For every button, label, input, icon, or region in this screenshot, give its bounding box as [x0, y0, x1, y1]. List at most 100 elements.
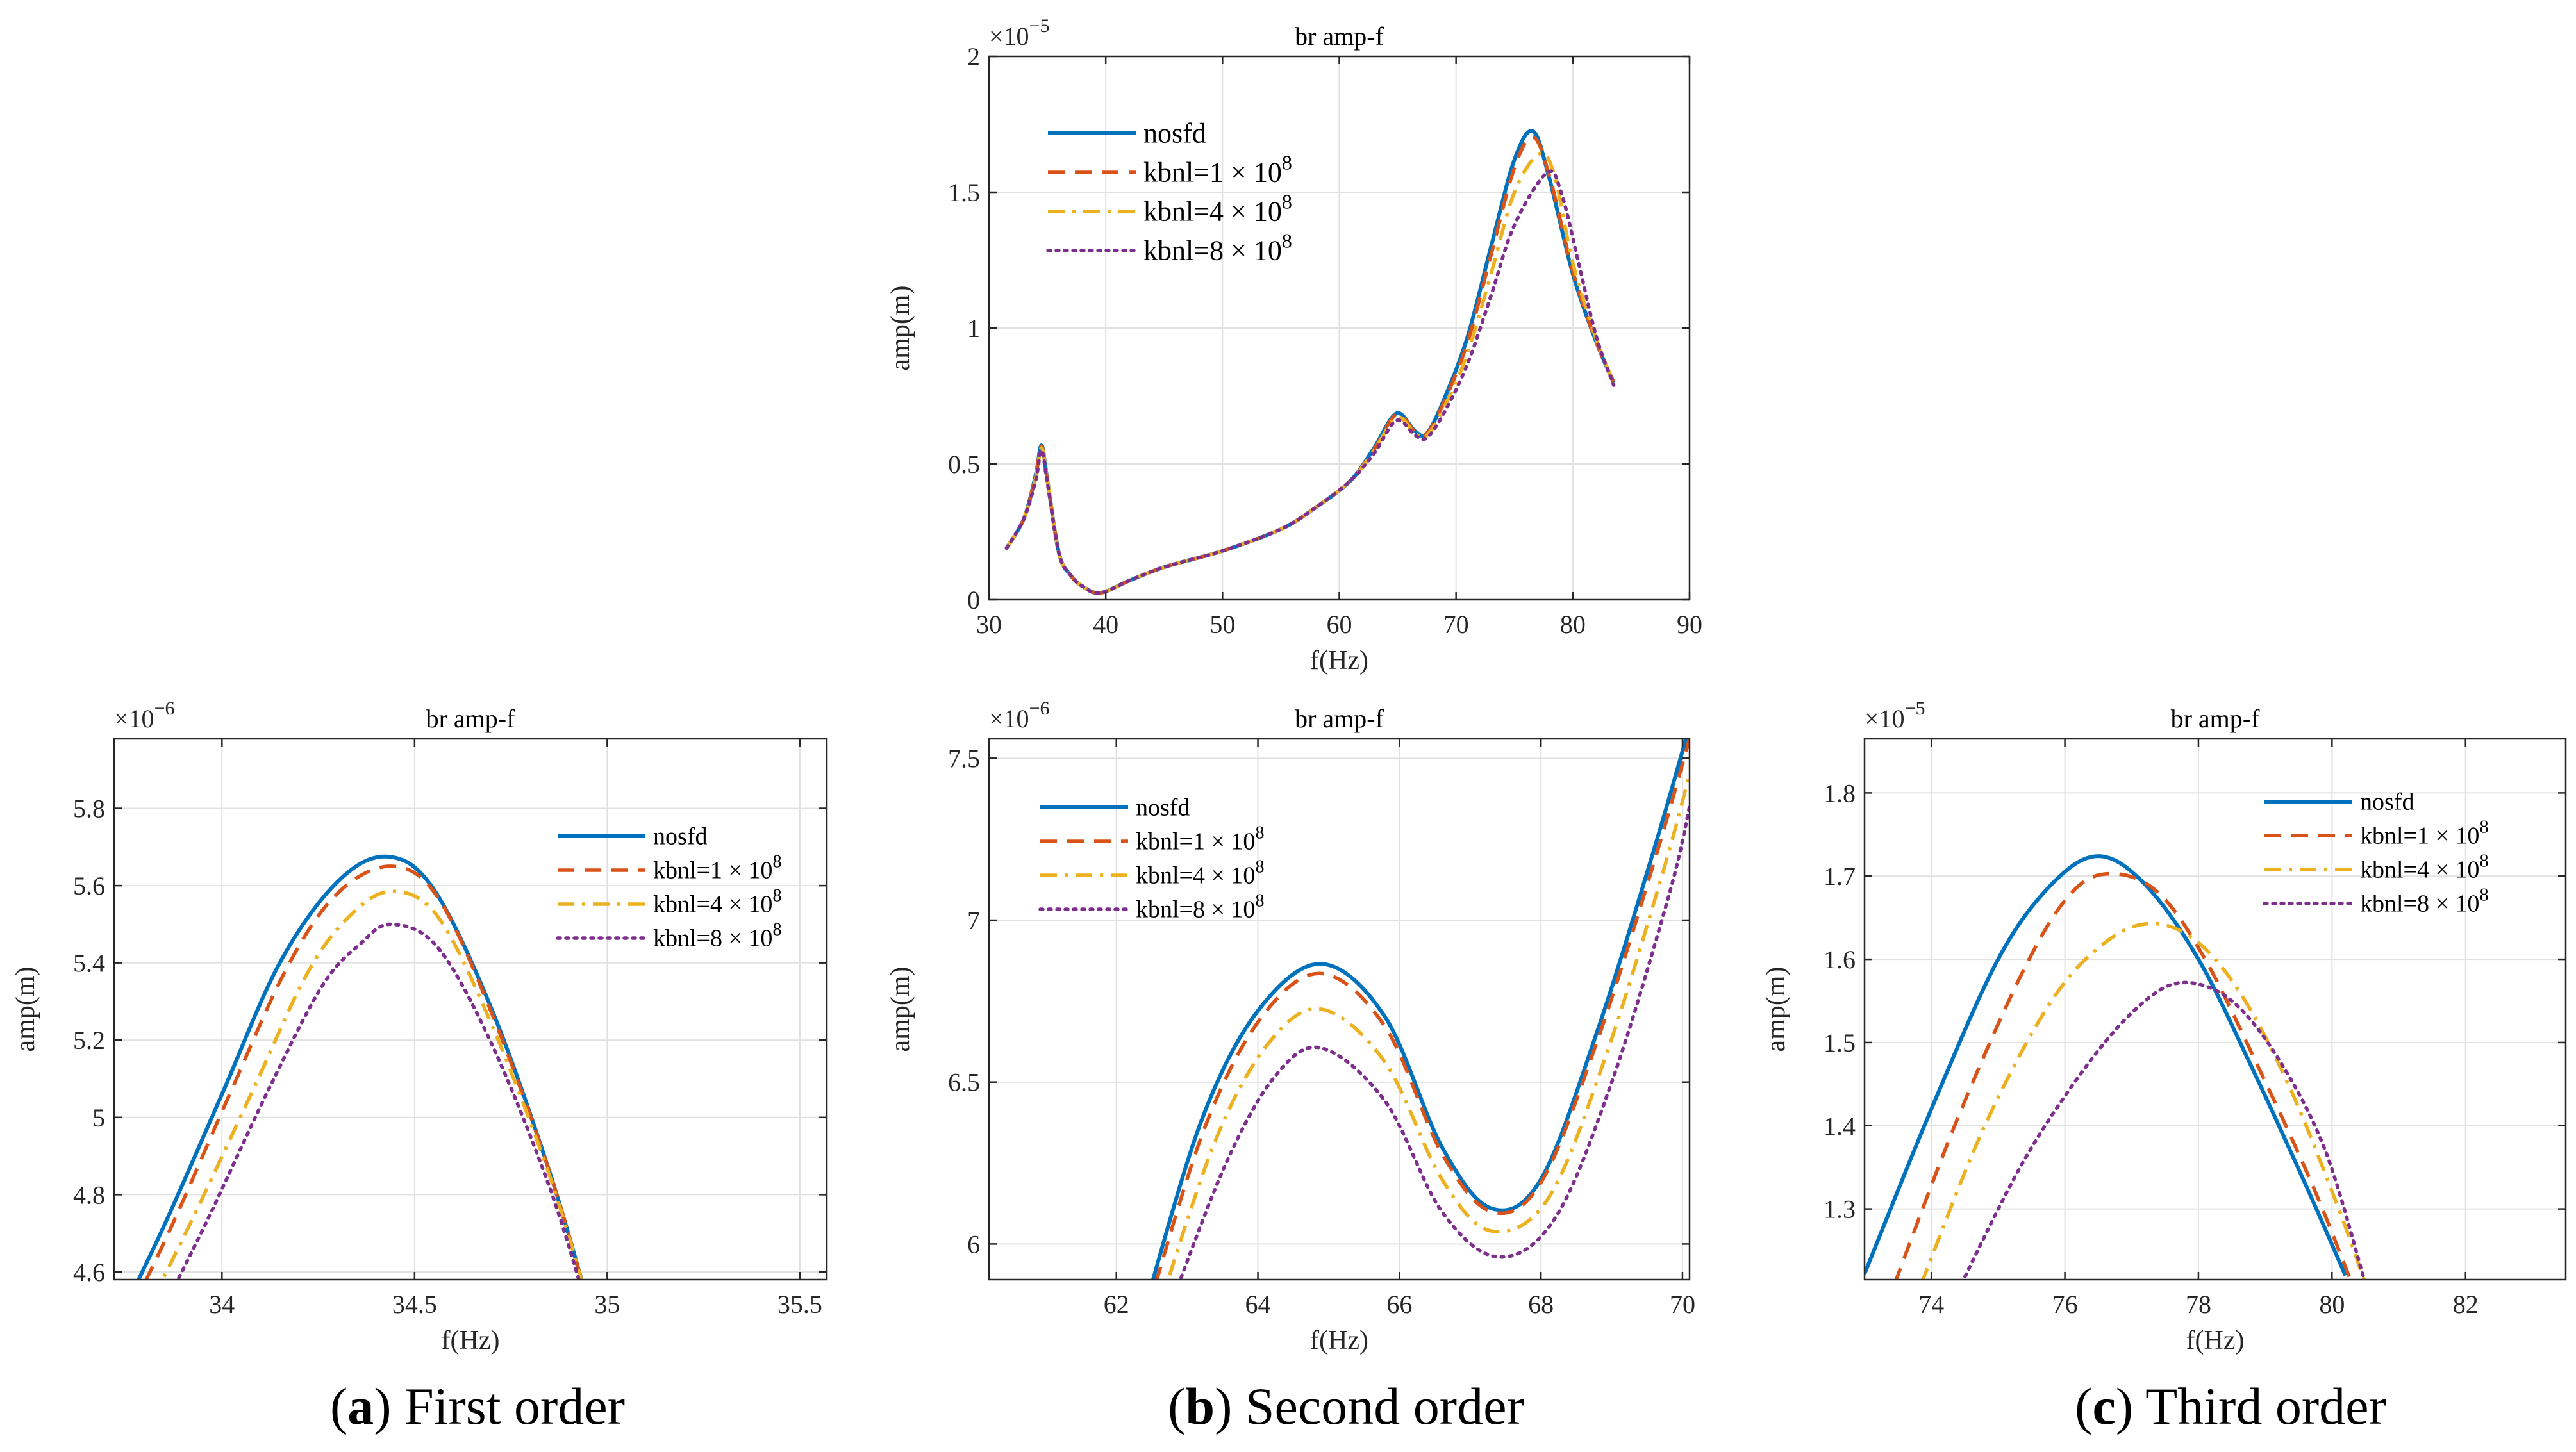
legend-label-kbnl4: kbnl=4 × 108 [2360, 852, 2488, 884]
x-tick-label: 80 [1560, 610, 1586, 639]
x-tick-label: 74 [1918, 1290, 1944, 1319]
legend-exponent: 8 [2479, 818, 2488, 837]
caption-a-open: ( [329, 1377, 348, 1435]
exponent-power: −6 [154, 698, 175, 719]
y-tick-label: 1.5 [948, 178, 980, 207]
legend-prefix: kbnl= [1143, 235, 1209, 267]
plot-area [989, 739, 1690, 1280]
chart-title: br amp-f [1295, 22, 1384, 51]
legend-value: 8 × 10 [2417, 891, 2479, 918]
legend-prefix: kbnl= [2360, 891, 2417, 918]
legend-exponent: 8 [772, 886, 781, 906]
legend-exponent: 8 [772, 920, 781, 940]
chart-panel-b: 62 64 66 68 70 6 6.5 7 7.5 ×10−6 br amp-f f(Hz) amp(… [886, 698, 1695, 1355]
x-axis-label: f(Hz) [442, 1326, 500, 1355]
legend-label-kbnl1: kbnl=1 × 108 [1136, 823, 1264, 855]
chart-title: br amp-f [1295, 704, 1384, 733]
y-tick-label: 7 [967, 906, 980, 935]
caption-c-letter: c [2092, 1377, 2116, 1435]
axes-box [988, 738, 1691, 1281]
legend-exponent: 8 [2479, 852, 2488, 871]
y-tick-label: 1.3 [1824, 1195, 1856, 1224]
axes-box [1863, 738, 2567, 1281]
legend-label-nosfd: nosfd [2360, 789, 2414, 816]
series-group [1004, 129, 1616, 595]
legend-value: 4 × 10 [2417, 857, 2479, 884]
series-line-kbnl1 [1155, 739, 1690, 1280]
y-axis-label: amp(m) [886, 967, 915, 1052]
caption-b-open: ( [1168, 1377, 1186, 1435]
x-tick-label: 78 [2186, 1290, 2211, 1319]
legend-exponent: 8 [1282, 229, 1292, 252]
y-exponent-label: ×10−6 [114, 698, 174, 733]
series-line-kbnl8 [1178, 805, 1690, 1280]
series-line-kbnl4 [1921, 921, 2366, 1280]
legend-label-kbnl4: kbnl=4 × 108 [1143, 190, 1292, 227]
series-line-kbnl1 [1894, 871, 2352, 1280]
x-axis-label: f(Hz) [1310, 1326, 1368, 1355]
caption-c-open: ( [2075, 1377, 2093, 1435]
y-tick-label: 6 [967, 1230, 980, 1258]
caption-a: (a) First order [212, 1376, 744, 1447]
y-tick-label: 1.7 [1824, 862, 1856, 891]
series-group [1151, 739, 1690, 1280]
axes-box [113, 738, 828, 1281]
caption-a-letter: a [347, 1377, 374, 1435]
legend-value: 4 × 10 [710, 891, 772, 918]
y-tick-label: 5.6 [73, 871, 105, 900]
legend-exponent: 8 [772, 852, 781, 872]
y-tick-label: 7.5 [948, 744, 980, 773]
x-tick-label: 62 [1104, 1290, 1129, 1319]
legend-prefix: kbnl= [2360, 857, 2417, 884]
series-line-kbnl8 [176, 922, 581, 1280]
y-tick-label: 5.8 [73, 795, 105, 823]
y-axis-label: amp(m) [886, 286, 915, 371]
plot-area [1865, 739, 2566, 1280]
x-tick-label: 40 [1093, 610, 1118, 639]
legend-label-kbnl8: kbnl=8 × 108 [1136, 891, 1264, 923]
legend-value: 8 × 10 [1193, 896, 1255, 923]
x-tick-label: 80 [2319, 1290, 2345, 1319]
series-line-kbnl8 [1961, 980, 2366, 1280]
y-tick-label: 4.6 [73, 1258, 105, 1287]
exponent-base: ×10 [1865, 704, 1905, 733]
legend-exponent: 8 [1282, 151, 1292, 174]
legend-prefix: kbnl= [653, 891, 710, 918]
chart-panel-c: 74 76 78 80 82 1.3 1.4 1.5 1.6 1.7 1.8 ×10−5 br amp-… [1761, 698, 2567, 1355]
legend-label-kbnl4: kbnl=4 × 108 [653, 886, 781, 918]
y-tick-label: 6.5 [948, 1068, 980, 1097]
legend-prefix: kbnl= [1143, 157, 1209, 188]
y-tick-label: 2 [967, 42, 980, 71]
y-tick-label: 0 [967, 586, 980, 615]
legend-label-kbnl1: kbnl=1 × 108 [1143, 151, 1292, 188]
x-tick-label: 34.5 [392, 1290, 437, 1319]
legend-exponent: 8 [1282, 190, 1292, 213]
legend-value: 8 × 10 [1209, 235, 1282, 267]
x-tick-label: 68 [1528, 1290, 1554, 1319]
legend-prefix: kbnl= [653, 925, 710, 952]
legend-label-kbnl1: kbnl=1 × 108 [2360, 818, 2488, 850]
legend-label-kbnl8: kbnl=8 × 108 [653, 920, 781, 952]
x-tick-label: 66 [1386, 1290, 1412, 1319]
caption-c: (c) Third order [1974, 1376, 2487, 1447]
chart-title: br amp-f [2171, 704, 2261, 733]
legend-prefix: kbnl= [2360, 823, 2417, 850]
exponent-base: ×10 [114, 704, 154, 733]
series-line-kbnl8 [1004, 169, 1616, 595]
y-axis-label: amp(m) [11, 967, 40, 1052]
x-tick-label: 90 [1677, 610, 1702, 639]
y-axis-label: amp(m) [1761, 967, 1791, 1052]
y-exponent-label: ×10−5 [1865, 698, 1925, 733]
chart-title: br amp-f [426, 704, 516, 733]
legend-label-kbnl8: kbnl=8 × 108 [2360, 886, 2488, 918]
chart-panel-top: 30 40 50 60 70 80 90 0 0.5 1 1.5 2 ×10−5 br amp-f f(Hz… [886, 15, 1702, 675]
y-exponent-label: ×10−6 [989, 698, 1049, 733]
legend-value: 1 × 10 [1193, 829, 1255, 855]
legend-prefix: kbnl= [653, 857, 710, 884]
legend-prefix: kbnl= [1143, 196, 1209, 227]
x-tick-label: 82 [2453, 1290, 2479, 1319]
caption-b: (b) Second order [1064, 1376, 1628, 1447]
plot-area [114, 739, 827, 1280]
